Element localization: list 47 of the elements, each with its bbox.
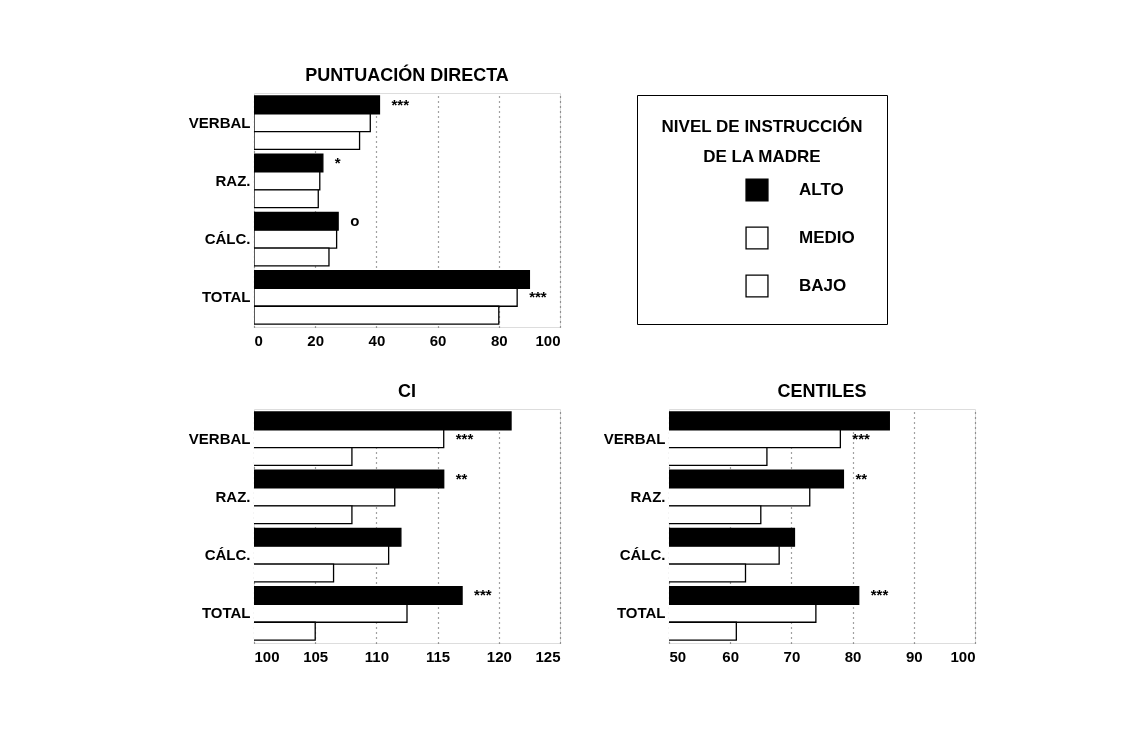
- x-tick-label: 100: [254, 647, 280, 665]
- x-tick-label: 120: [486, 647, 512, 665]
- x-tick-label: 80: [490, 331, 508, 349]
- data-label: *: [334, 154, 341, 172]
- x-tick-label: 110: [364, 647, 389, 665]
- y-tick-label: TOTAL: [616, 604, 666, 622]
- data-label: ***: [852, 429, 871, 447]
- legend-label: MEDIO: [799, 228, 855, 247]
- x-tick-label: 100: [950, 647, 976, 665]
- data-label: ***: [391, 95, 410, 113]
- y-tick-label: RAZ.: [215, 487, 251, 505]
- x-tick-label: 105: [303, 647, 329, 665]
- legend-label: ALTO: [799, 180, 844, 199]
- x-tick-label: 115: [426, 647, 451, 665]
- x-tick-label: 70: [783, 647, 801, 665]
- chart-title: CI: [398, 381, 416, 401]
- x-tick-label: 0: [254, 331, 263, 349]
- x-tick-label: 80: [844, 647, 862, 665]
- chart-title: CENTILES: [777, 381, 867, 401]
- x-tick-label: 60: [722, 647, 740, 665]
- data-label: ***: [870, 586, 889, 604]
- data-label: o: [350, 212, 360, 230]
- y-tick-label: TOTAL: [201, 604, 251, 622]
- y-tick-label: RAZ.: [215, 171, 251, 189]
- x-tick-label: 60: [429, 331, 447, 349]
- x-tick-label: 20: [307, 331, 325, 349]
- data-label: **: [855, 470, 868, 488]
- data-label: ***: [455, 429, 474, 447]
- data-label: ***: [529, 288, 547, 306]
- x-tick-label: 100: [535, 331, 561, 349]
- chart-title: PUNTUACIÓN DIRECTA: [305, 64, 509, 85]
- legend-title: NIVEL DE INSTRUCCIÓN DE LA MADRE: [661, 117, 863, 166]
- data-label: **: [455, 470, 468, 488]
- y-tick-label: TOTAL: [201, 288, 251, 306]
- y-tick-label: RAZ.: [630, 487, 666, 505]
- y-tick-label: VERBAL: [603, 429, 666, 447]
- x-tick-label: 50: [669, 647, 687, 665]
- y-tick-label: VERBAL: [188, 113, 251, 131]
- x-tick-label: 125: [535, 647, 561, 665]
- y-tick-label: CÁLC.: [619, 546, 666, 564]
- data-label: ***: [474, 586, 492, 604]
- x-tick-label: 90: [905, 647, 923, 665]
- legend-label: BAJO: [799, 276, 847, 295]
- y-tick-label: VERBAL: [188, 429, 251, 447]
- x-tick-label: 40: [368, 331, 386, 349]
- y-tick-label: CÁLC.: [204, 230, 251, 248]
- y-tick-label: CÁLC.: [204, 546, 251, 564]
